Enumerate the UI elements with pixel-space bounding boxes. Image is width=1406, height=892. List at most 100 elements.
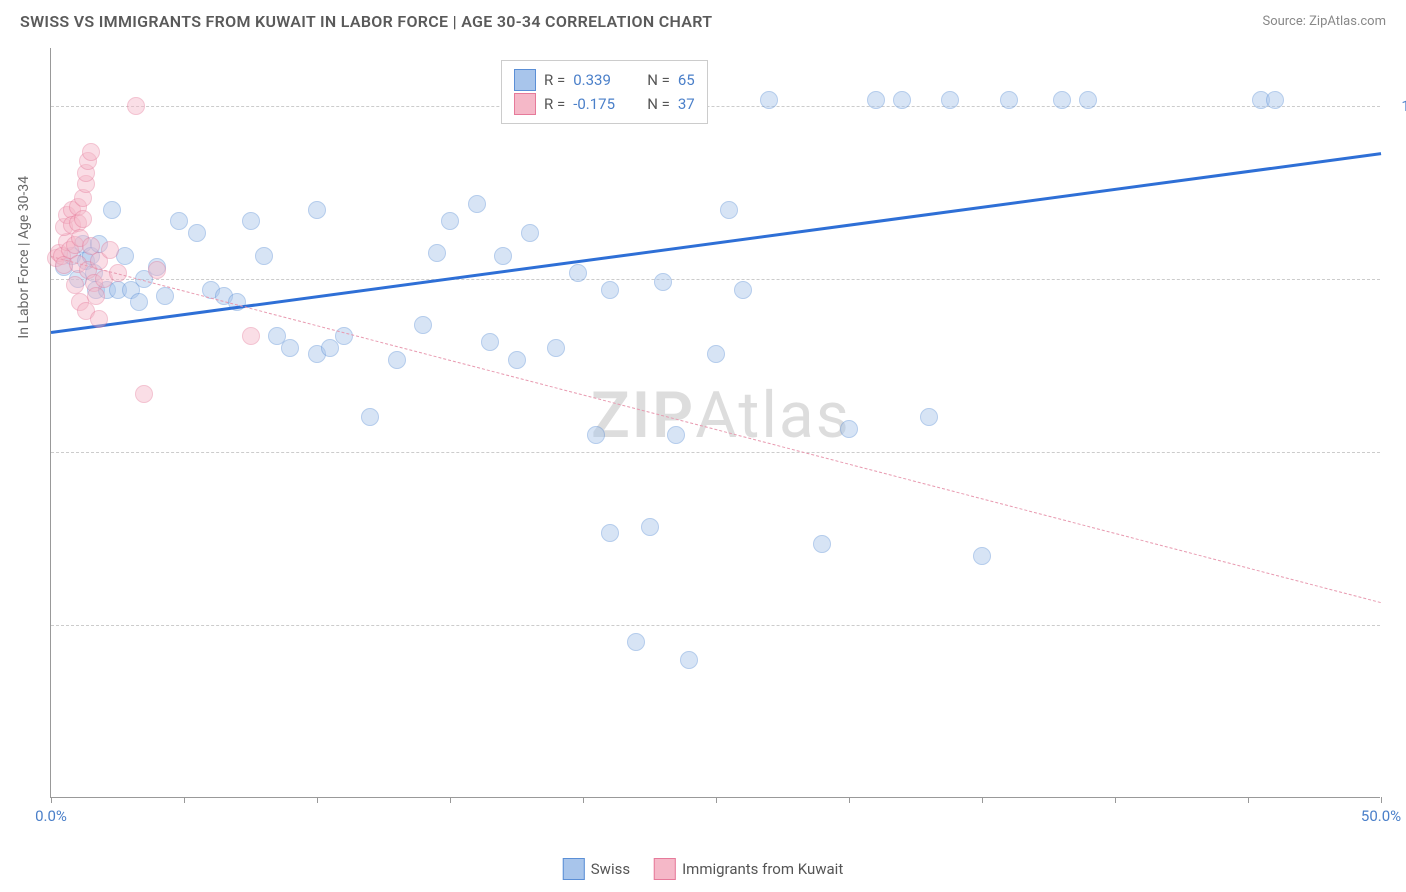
- scatter-point: [680, 651, 698, 669]
- xtick-label: 0.0%: [35, 807, 67, 825]
- scatter-point: [308, 201, 326, 219]
- gridline: [51, 279, 1380, 280]
- scatter-point: [840, 420, 858, 438]
- scatter-point: [116, 247, 134, 265]
- source-label: Source: ZipAtlas.com: [1262, 14, 1386, 29]
- scatter-point: [508, 351, 526, 369]
- scatter-point: [74, 210, 92, 228]
- scatter-point: [667, 426, 685, 444]
- bottom-legend: Swiss Immigrants from Kuwait: [563, 858, 843, 880]
- n-value: 37: [678, 95, 695, 113]
- r-value: 0.339: [573, 71, 629, 89]
- gridline: [51, 452, 1380, 453]
- r-label: R =: [544, 71, 565, 89]
- stats-legend: R = 0.339 N = 65 R = -0.175 N = 37: [501, 60, 708, 124]
- scatter-point: [130, 293, 148, 311]
- scatter-point: [867, 91, 885, 109]
- n-value: 65: [678, 71, 695, 89]
- scatter-point: [641, 518, 659, 536]
- legend-item-kuwait: Immigrants from Kuwait: [654, 858, 843, 880]
- scatter-point: [1079, 91, 1097, 109]
- scatter-point: [760, 91, 778, 109]
- scatter-point: [188, 224, 206, 242]
- xtick: [1248, 797, 1249, 803]
- scatter-point: [734, 281, 752, 299]
- scatter-point: [720, 201, 738, 219]
- ytick-label: 55.0%: [1390, 616, 1406, 634]
- y-axis-label: In Labor Force | Age 30-34: [16, 176, 32, 339]
- scatter-point: [707, 345, 725, 363]
- scatter-point: [569, 264, 587, 282]
- chart-plot-area: ZIPAtlas 55.0%70.0%85.0%100.0%0.0%50.0%R…: [50, 48, 1380, 798]
- xtick: [982, 797, 983, 803]
- scatter-point: [654, 273, 672, 291]
- scatter-point: [156, 287, 174, 305]
- xtick: [716, 797, 717, 803]
- scatter-point: [521, 224, 539, 242]
- scatter-point: [494, 247, 512, 265]
- scatter-point: [941, 91, 959, 109]
- scatter-point: [66, 276, 84, 294]
- ytick-label: 100.0%: [1390, 97, 1406, 115]
- scatter-point: [101, 241, 119, 259]
- legend-label-kuwait: Immigrants from Kuwait: [682, 860, 843, 878]
- scatter-point: [414, 316, 432, 334]
- scatter-point: [893, 91, 911, 109]
- legend-swatch: [514, 69, 536, 91]
- n-label: N =: [647, 95, 670, 113]
- scatter-point: [813, 535, 831, 553]
- watermark: ZIPAtlas: [591, 378, 851, 453]
- scatter-point: [601, 281, 619, 299]
- legend-swatch-kuwait: [654, 858, 676, 880]
- xtick: [583, 797, 584, 803]
- gridline: [51, 106, 1380, 107]
- stats-legend-row: R = 0.339 N = 65: [514, 69, 695, 91]
- scatter-point: [242, 212, 260, 230]
- r-label: R =: [544, 95, 565, 113]
- stats-legend-row: R = -0.175 N = 37: [514, 93, 695, 115]
- scatter-point: [1053, 91, 1071, 109]
- n-label: N =: [647, 71, 670, 89]
- legend-swatch-swiss: [563, 858, 585, 880]
- xtick-label: 50.0%: [1361, 807, 1401, 825]
- xtick: [1381, 797, 1382, 803]
- scatter-point: [103, 201, 121, 219]
- xtick: [849, 797, 850, 803]
- xtick: [1115, 797, 1116, 803]
- scatter-point: [148, 261, 166, 279]
- scatter-point: [468, 195, 486, 213]
- scatter-point: [1000, 91, 1018, 109]
- scatter-point: [428, 244, 446, 262]
- legend-label-swiss: Swiss: [591, 860, 630, 878]
- xtick: [317, 797, 318, 803]
- scatter-point: [481, 333, 499, 351]
- legend-item-swiss: Swiss: [563, 858, 630, 880]
- legend-swatch: [514, 93, 536, 115]
- scatter-point: [920, 408, 938, 426]
- scatter-point: [135, 385, 153, 403]
- scatter-point: [127, 97, 145, 115]
- scatter-point: [281, 339, 299, 357]
- ytick-label: 85.0%: [1390, 270, 1406, 288]
- gridline: [51, 625, 1380, 626]
- scatter-point: [388, 351, 406, 369]
- ytick-label: 70.0%: [1390, 443, 1406, 461]
- scatter-point: [601, 524, 619, 542]
- chart-title: SWISS VS IMMIGRANTS FROM KUWAIT IN LABOR…: [20, 12, 712, 31]
- xtick: [51, 797, 52, 803]
- scatter-point: [242, 327, 260, 345]
- scatter-point: [170, 212, 188, 230]
- scatter-point: [361, 408, 379, 426]
- trend-line: [51, 256, 1381, 603]
- scatter-point: [1266, 91, 1284, 109]
- scatter-point: [82, 143, 100, 161]
- r-value: -0.175: [573, 95, 629, 113]
- scatter-point: [587, 426, 605, 444]
- scatter-point: [627, 633, 645, 651]
- scatter-point: [90, 310, 108, 328]
- trend-line: [51, 152, 1381, 334]
- scatter-point: [87, 287, 105, 305]
- scatter-point: [441, 212, 459, 230]
- scatter-point: [973, 547, 991, 565]
- xtick: [184, 797, 185, 803]
